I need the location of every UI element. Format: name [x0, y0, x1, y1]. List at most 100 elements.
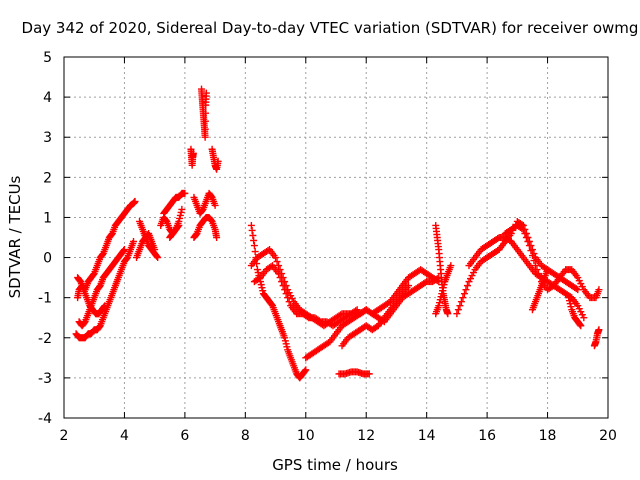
data-point [518, 224, 526, 232]
data-point [211, 201, 219, 209]
data-point [534, 270, 542, 278]
data-point [572, 285, 580, 293]
data-point [100, 303, 108, 311]
data-point [181, 189, 189, 197]
data-point [521, 229, 529, 237]
data-point [462, 286, 470, 294]
data-point [528, 252, 536, 260]
data-point [595, 326, 603, 334]
y-tick-label: -2 [38, 331, 52, 347]
data-point [574, 286, 582, 294]
data-point [101, 302, 109, 310]
data-point [202, 109, 210, 117]
data-point [595, 286, 603, 294]
data-point [362, 306, 370, 314]
data-points [72, 85, 603, 382]
data-point [522, 234, 530, 241]
data-point [213, 234, 221, 241]
data-point [361, 307, 369, 315]
x-tick-label: 14 [418, 428, 436, 444]
y-axis-label: SDTVAR / TECUs [6, 175, 24, 298]
data-point [175, 221, 183, 229]
y-tick-label: 3 [43, 130, 52, 146]
data-point [201, 133, 209, 141]
data-point [463, 282, 471, 290]
plot-frame [63, 56, 609, 419]
x-tick-label: 18 [539, 428, 557, 444]
y-tick-label: 4 [43, 90, 52, 106]
data-point [178, 205, 186, 213]
data-point [365, 370, 373, 378]
data-point [456, 302, 464, 310]
data-point [120, 247, 128, 255]
data-point [459, 294, 467, 302]
data-point [284, 294, 292, 302]
data-point [250, 237, 258, 245]
data-point [247, 221, 255, 229]
x-tick-label: 16 [478, 428, 496, 444]
data-point [577, 322, 585, 330]
data-point [460, 290, 468, 298]
x-tick-label: 4 [120, 428, 129, 444]
data-point [131, 197, 139, 205]
data-point [249, 231, 257, 239]
data-point [433, 277, 441, 285]
data-point [201, 117, 209, 125]
data-point [275, 270, 283, 278]
data-point [580, 314, 588, 322]
data-point [457, 298, 465, 306]
data-point [151, 246, 159, 254]
data-point [130, 238, 138, 246]
chart-title: Day 342 of 2020, Sidereal Day-to-day VTE… [22, 19, 639, 37]
data-point [544, 266, 552, 274]
data-point [285, 298, 293, 306]
data-point [454, 306, 462, 314]
x-tick-label: 6 [180, 428, 189, 444]
data-point [189, 149, 197, 157]
data-point [153, 253, 161, 261]
data-point [527, 247, 535, 255]
x-axis-label: GPS time / hours [272, 456, 398, 474]
data-point [248, 226, 256, 234]
data-point [301, 367, 309, 375]
data-point [174, 222, 182, 230]
data-point [302, 366, 310, 374]
data-point [444, 310, 452, 318]
data-point [353, 306, 361, 314]
data-point [281, 286, 289, 294]
data-point [524, 238, 532, 246]
x-tick-label: 20 [599, 428, 617, 444]
x-tick-label: 2 [60, 428, 69, 444]
data-point [251, 248, 259, 256]
data-point [282, 290, 290, 298]
data-point [531, 262, 539, 270]
data-point [250, 242, 258, 250]
data-point [453, 310, 461, 318]
data-point [214, 157, 222, 165]
data-point [279, 282, 287, 290]
data-point [273, 258, 281, 266]
x-tick-label: 10 [297, 428, 315, 444]
y-tick-label: 1 [43, 210, 52, 226]
data-point [447, 262, 455, 270]
data-point [576, 321, 584, 329]
data-point [525, 242, 533, 250]
y-tick-label: -3 [38, 371, 52, 387]
data-point [533, 266, 541, 274]
y-tick-label: 2 [43, 170, 52, 186]
x-tick-label: 8 [241, 428, 250, 444]
data-point [405, 282, 413, 290]
data-point [530, 257, 538, 265]
data-point [276, 274, 284, 282]
y-tick-label: 5 [43, 50, 52, 66]
data-point [519, 225, 527, 233]
data-point [275, 262, 283, 270]
data-point [528, 246, 536, 254]
data-point [120, 246, 128, 254]
x-tick-label: 12 [357, 428, 375, 444]
data-point [201, 125, 209, 133]
y-tick-label: -1 [38, 291, 52, 307]
data-point [272, 254, 280, 262]
